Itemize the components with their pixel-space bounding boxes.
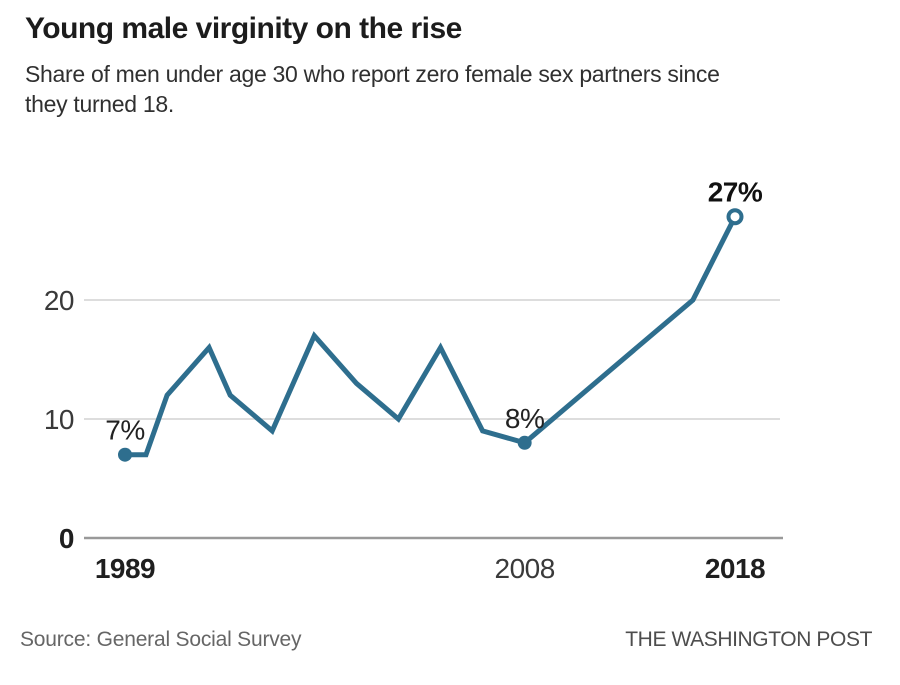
y-axis-tick-label: 20 <box>44 285 74 316</box>
chart-footer: Source: General Social Survey THE WASHIN… <box>20 628 872 652</box>
chart-title: Young male virginity on the rise <box>25 12 462 45</box>
chart-subtitle-line-1: Share of men under age 30 who report zer… <box>25 61 720 87</box>
trend-line <box>122 214 738 458</box>
brand-wordmark: THE WASHINGTON POST <box>625 628 872 651</box>
chart-subtitle: Share of men under age 30 who report zer… <box>25 59 845 119</box>
data-point-label: 8% <box>505 403 544 434</box>
y-axis-tick-label: 0 <box>59 523 74 554</box>
data-point-marker-filled <box>517 435 532 450</box>
data-point-label: 27% <box>708 177 763 208</box>
chart-subtitle-line-2: they turned 18. <box>25 91 174 117</box>
x-axis-tick-label: 2018 <box>705 553 765 584</box>
data-point-marker-open <box>726 208 744 226</box>
data-point-marker-filled <box>118 447 132 462</box>
x-axis-tick-label: 1989 <box>95 553 155 584</box>
y-axis-tick-label: 10 <box>44 404 74 435</box>
data-point-label: 7% <box>105 415 144 446</box>
x-axis-tick-label: 2008 <box>495 553 555 584</box>
chart-header: Young male virginity on the rise Share o… <box>25 12 845 119</box>
source-note: Source: General Social Survey <box>20 628 302 651</box>
